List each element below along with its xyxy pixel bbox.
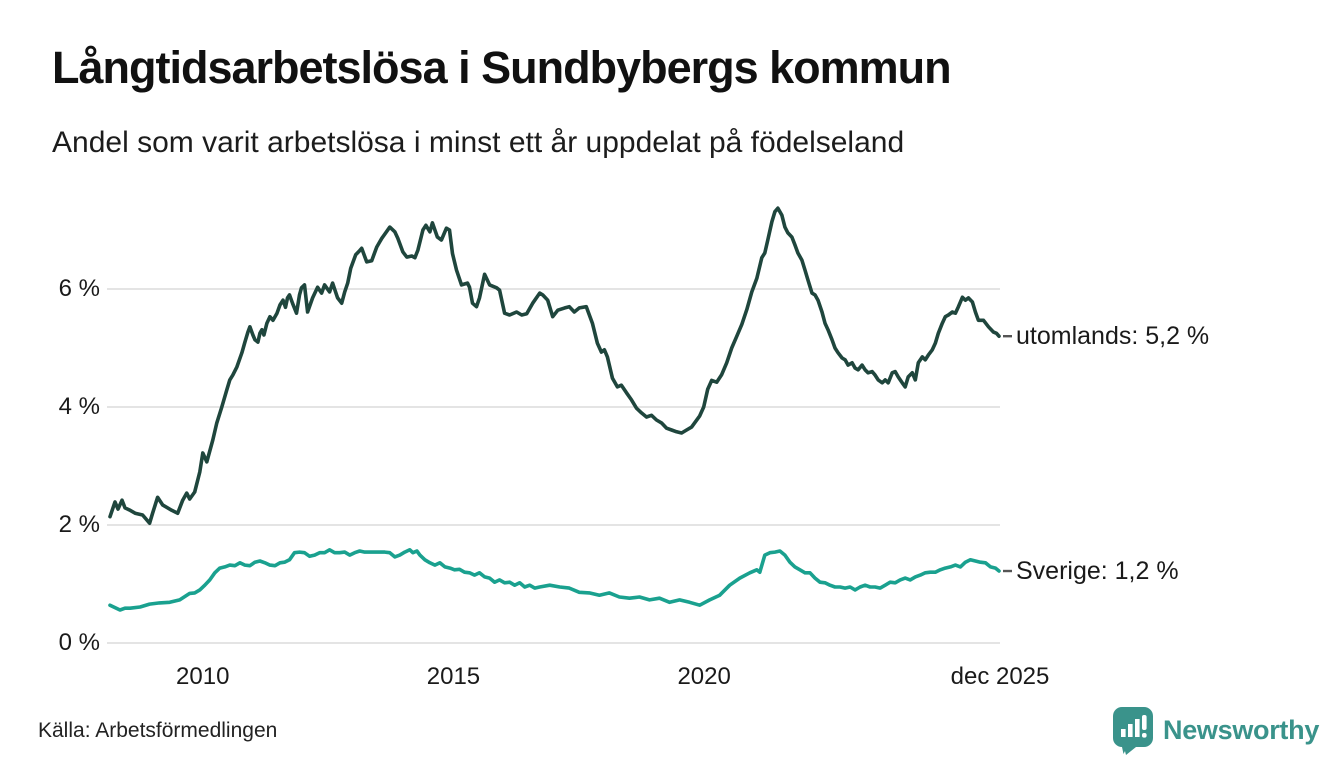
x-tick-label-2015: 2015: [426, 663, 481, 690]
newsworthy-logo: Newsworthy: [1112, 706, 1319, 755]
chart-subtitle: Andel som varit arbetslösa i minst ett å…: [52, 126, 905, 159]
y-tick-label-6: 6 %: [58, 275, 100, 302]
x-tick-label-2010: 2010: [176, 663, 230, 690]
newsworthy-logo-text: Newsworthy: [1163, 715, 1320, 745]
series-line-utomlands: [108, 206, 1001, 526]
series-line-sverige: [108, 547, 1001, 612]
source-caption: Källa: Arbetsförmedlingen: [38, 719, 278, 742]
series-label-utomlands: utomlands: 5,2 %: [1016, 322, 1210, 351]
x-tick-label-dec-2025: dec 2025: [950, 663, 1050, 690]
newsworthy-bubble-chart-icon: [1113, 707, 1153, 755]
x-tick-label-2020: 2020: [677, 663, 731, 690]
y-tick-label-4: 4 %: [58, 393, 100, 420]
chart-title: Långtidsarbetslösa i Sundbybergs kommun: [52, 42, 952, 93]
series-label-sverige: Sverige: 1,2 %: [1016, 557, 1179, 586]
y-tick-label-0: 0 %: [58, 629, 100, 656]
y-tick-label-2: 2 %: [58, 511, 100, 538]
